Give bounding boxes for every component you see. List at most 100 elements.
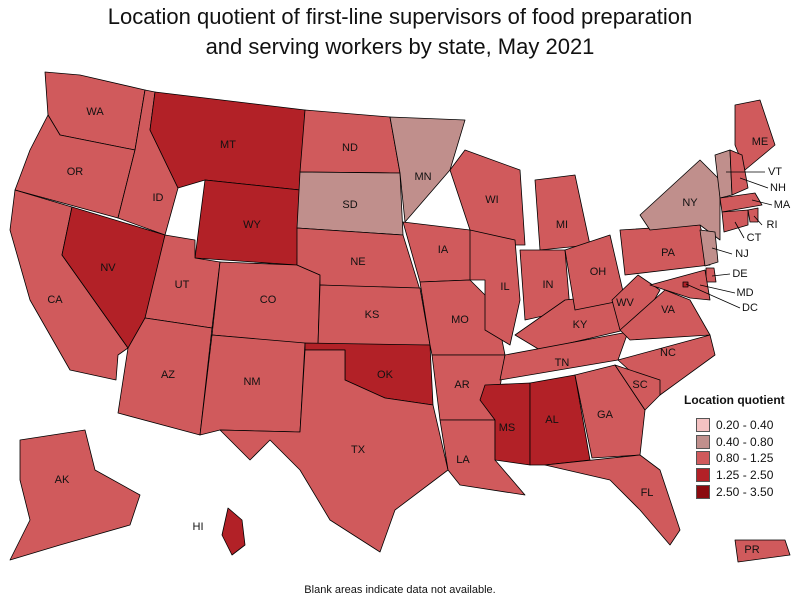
state-label-pr: PR <box>744 544 759 556</box>
state-label-wy: WY <box>243 219 261 231</box>
leader-line-nj <box>711 247 733 255</box>
state-label-va: VA <box>661 304 676 316</box>
state-label-nv: NV <box>100 262 116 274</box>
legend-row: 0.80 - 1.25 <box>684 450 785 467</box>
state-label-hi: HI <box>193 521 204 533</box>
state-pr <box>734 539 791 563</box>
leader-line-ma <box>751 199 773 206</box>
state-label-wv: WV <box>616 297 634 309</box>
state-label-ne: NE <box>350 256 365 268</box>
state-label-mo: MO <box>451 314 469 326</box>
state-label-id: ID <box>153 192 164 204</box>
state-label-ga: GA <box>597 409 614 421</box>
state-label-la: LA <box>456 454 470 466</box>
state-label-ar: AR <box>454 379 469 391</box>
state-il <box>469 229 521 346</box>
states-layer <box>9 71 791 563</box>
state-ak <box>9 429 141 561</box>
state-label-ma: MA <box>774 199 791 211</box>
legend-title: Location quotient <box>684 393 785 407</box>
state-nj <box>699 229 719 267</box>
state-label-ok: OK <box>377 369 394 381</box>
state-label-il: IL <box>500 281 509 293</box>
footnote: Blank areas indicate data not available. <box>304 584 496 596</box>
state-label-mt: MT <box>220 139 236 151</box>
state-label-nj: NJ <box>735 248 748 260</box>
leader-line-ct <box>734 221 745 239</box>
state-labels-layer: WA OR CA ID NV MT WY UT AZ CO NM ND SD NE KS OK TX MN IA MO… <box>47 106 768 556</box>
state-label-ak: AK <box>55 474 70 486</box>
state-label-mi: MI <box>556 219 568 231</box>
legend-row: 0.40 - 0.80 <box>684 434 785 451</box>
state-ma <box>719 192 763 213</box>
legend-swatch <box>696 434 710 449</box>
state-label-dc: DC <box>742 302 758 314</box>
state-label-ny: NY <box>682 197 698 209</box>
state-label-co: CO <box>260 294 277 306</box>
state-ny <box>639 159 721 241</box>
state-label-nd: ND <box>342 142 358 154</box>
state-ct <box>721 209 749 233</box>
state-label-md: MD <box>736 287 753 299</box>
leader-line-ri <box>753 215 763 226</box>
legend-row: 0.20 - 0.40 <box>684 417 785 434</box>
state-label-ct: CT <box>747 232 762 244</box>
map-title: Location quotient of first-line supervis… <box>0 2 800 62</box>
leader-lines-layer: VT NH MA RI CT NJ DE MD DC <box>685 166 791 314</box>
state-az <box>117 317 213 436</box>
legend-label: 1.25 - 2.50 <box>716 468 774 483</box>
state-ga <box>574 364 646 459</box>
state-tx <box>219 349 449 553</box>
state-label-al: AL <box>545 414 558 426</box>
state-label-fl: FL <box>641 487 654 499</box>
map-legend: Location quotient 0.20 - 0.40 0.40 - 0.8… <box>684 393 785 500</box>
legend-row: 2.50 - 3.50 <box>684 483 785 500</box>
legend-swatch <box>696 418 710 433</box>
state-nh <box>729 149 749 196</box>
state-label-ut: UT <box>175 279 190 291</box>
state-label-sd: SD <box>342 199 357 211</box>
state-label-nm: NM <box>243 376 260 388</box>
state-label-nc: NC <box>660 347 676 359</box>
state-label-tn: TN <box>555 357 570 369</box>
state-hi <box>221 507 246 556</box>
state-fl <box>544 454 681 546</box>
state-label-az: AZ <box>161 369 175 381</box>
state-de <box>705 267 717 283</box>
state-label-pa: PA <box>661 247 676 259</box>
legend-label: 0.40 - 0.80 <box>716 434 774 449</box>
state-md <box>649 269 711 301</box>
legend-swatch <box>696 451 710 466</box>
state-label-mn: MN <box>414 171 431 183</box>
state-label-me: ME <box>752 136 769 148</box>
legend-label: 0.80 - 1.25 <box>716 451 774 466</box>
state-label-in: IN <box>543 279 554 291</box>
state-label-tx: TX <box>351 444 366 456</box>
state-me <box>734 99 776 171</box>
leader-line-de <box>711 273 731 277</box>
legend-swatch <box>696 484 710 499</box>
state-label-ri: RI <box>767 219 778 231</box>
state-label-ia: IA <box>438 244 449 256</box>
state-label-wa: WA <box>86 106 104 118</box>
title-line-2: and serving workers by state, May 2021 <box>205 34 595 59</box>
leader-line-nh <box>739 177 769 189</box>
legend-label: 2.50 - 3.50 <box>716 484 774 499</box>
state-sc <box>614 364 661 411</box>
state-label-oh: OH <box>590 266 607 278</box>
state-dc <box>682 281 689 288</box>
state-label-sc: SC <box>632 379 647 391</box>
state-label-vt: VT <box>768 166 782 178</box>
leader-line-md <box>699 284 736 294</box>
leader-line-dc <box>685 283 741 309</box>
state-label-ms: MS <box>499 422 516 434</box>
legend-label: 0.20 - 0.40 <box>716 418 774 433</box>
legend-row: 1.25 - 2.50 <box>684 467 785 484</box>
title-line-1: Location quotient of first-line supervis… <box>107 4 693 29</box>
state-label-or: OR <box>67 166 84 178</box>
state-label-ky: KY <box>573 319 588 331</box>
state-label-nh: NH <box>770 182 786 194</box>
state-label-ca: CA <box>47 294 63 306</box>
state-label-de: DE <box>732 268 747 280</box>
